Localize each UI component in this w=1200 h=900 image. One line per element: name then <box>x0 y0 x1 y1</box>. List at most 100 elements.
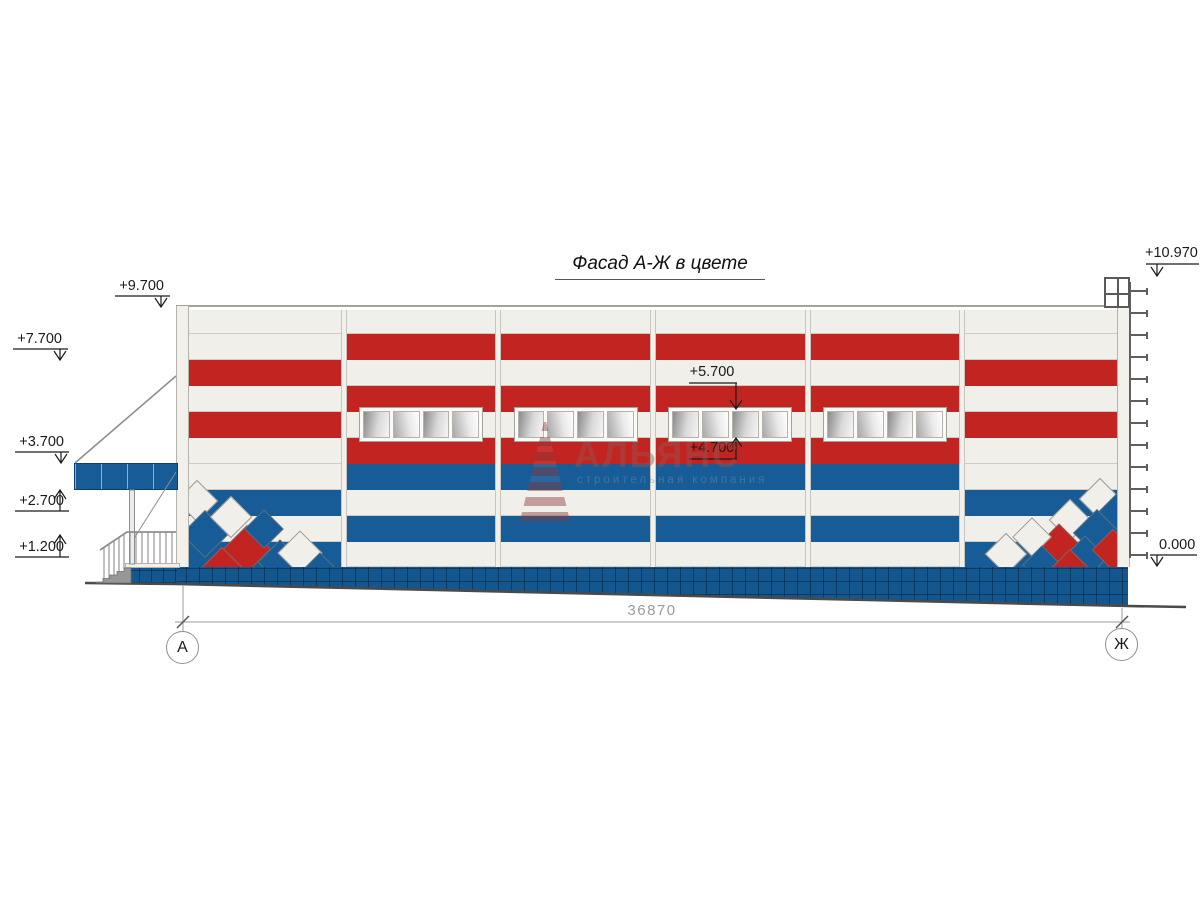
watermark-company-name: АЛЬЯНС <box>574 434 741 475</box>
window-pane <box>422 411 450 438</box>
facade-stripe-row <box>807 464 963 490</box>
ladder-rung <box>1130 554 1148 556</box>
facade-stripe-row <box>189 334 345 360</box>
facade-stripe-row <box>962 310 1118 334</box>
window-pane <box>547 411 575 438</box>
facade-stripe-row <box>962 412 1118 438</box>
facade-stripe-row <box>343 360 499 386</box>
panel-joint <box>650 310 656 567</box>
window <box>359 407 483 442</box>
ladder-rung <box>1130 422 1148 424</box>
facade-stripe-row <box>962 360 1118 386</box>
facade-stripe-row <box>343 490 499 516</box>
facade-stripe-row <box>653 516 809 542</box>
facade-stripe-row <box>807 360 963 386</box>
facade-stripe-row <box>498 386 654 412</box>
ladder-rung-bracket <box>1146 508 1148 515</box>
facade-stripe-row <box>653 310 809 334</box>
facade-stripe-row <box>807 542 963 567</box>
window-pane <box>392 411 420 438</box>
facade-stripe-row <box>653 542 809 567</box>
watermark: АЛЬЯНС строительная компания <box>510 412 770 527</box>
ladder-rung-bracket <box>1146 376 1148 383</box>
window-pane <box>731 411 759 438</box>
ladder-rung-bracket <box>1146 486 1148 493</box>
elevation-label-wall-band-left: +7.700 <box>17 331 62 347</box>
ladder-rung <box>1130 400 1148 402</box>
porch-plinth-tiles <box>127 568 177 583</box>
ladder-rung-bracket <box>1146 442 1148 449</box>
ladder-rung <box>1130 378 1148 380</box>
facade-stripe-row <box>807 516 963 542</box>
porch-landing-slab <box>125 563 180 568</box>
panel-joint <box>804 310 811 567</box>
facade-stripe-row <box>498 516 654 542</box>
elevation-label-ladder-top: +10.970 <box>1145 245 1198 261</box>
ladder-rung-bracket <box>1146 310 1148 317</box>
window-pane <box>856 411 884 438</box>
facade-stripe-row <box>343 438 499 464</box>
facade-stripe-row <box>653 490 809 516</box>
facade-stripe-row <box>189 310 345 334</box>
ladder-rail <box>1129 282 1131 558</box>
ladder-rung <box>1130 356 1148 358</box>
ladder-rung-bracket <box>1146 398 1148 405</box>
ladder-rung <box>1130 444 1148 446</box>
elevation-label-parapet-left: +9.700 <box>119 278 164 294</box>
facade-stripe-row <box>653 360 809 386</box>
roof-ladder-cage <box>1104 277 1130 308</box>
ladder-rung-bracket <box>1146 420 1148 427</box>
ladder-rung-bracket <box>1146 552 1148 559</box>
elevation-label-ground-level: 0.000 <box>1159 537 1196 553</box>
facade-stripe-row <box>498 464 654 490</box>
ladder-rung <box>1130 334 1148 336</box>
panel-joint <box>959 310 966 567</box>
axis-bubble-a: А <box>166 631 199 664</box>
facade-stripe-row <box>807 310 963 334</box>
ladder-rung <box>1130 510 1148 512</box>
window <box>823 407 947 442</box>
facade-stripe-row <box>653 334 809 360</box>
window-pane <box>672 411 700 438</box>
window-pane <box>577 411 604 438</box>
entrance-stairs <box>95 567 132 584</box>
facade-stripe-row <box>189 464 345 490</box>
canopy-strut <box>74 375 177 464</box>
ladder-rung <box>1130 466 1148 468</box>
entrance-canopy <box>74 463 178 490</box>
facade-stripe-row <box>498 438 654 464</box>
elevation-label-window-head: +5.700 <box>689 364 735 380</box>
canopy-post <box>129 489 135 565</box>
facade-stripe-row <box>962 438 1118 464</box>
window-pane <box>916 411 943 438</box>
window-pane <box>886 411 914 438</box>
ladder-rung-bracket <box>1146 288 1148 295</box>
facade-stripe-row <box>189 412 345 438</box>
facade-stripe-row <box>343 386 499 412</box>
facade-stripe-row <box>807 386 963 412</box>
corner-trim-left <box>176 306 189 567</box>
facade-stripe-row <box>962 386 1118 412</box>
facade-stripe-row <box>189 360 345 386</box>
facade-stripe-row <box>343 464 499 490</box>
dimension-total: 36870 <box>627 602 677 619</box>
window <box>513 407 638 442</box>
window-pane <box>606 411 634 438</box>
facade-stripe-row <box>343 516 499 542</box>
facade-stripe-row <box>498 490 654 516</box>
facade-stripe-row <box>807 490 963 516</box>
facade-stripe-row <box>807 334 963 360</box>
facade-stripe-row <box>498 542 654 567</box>
window-pane <box>702 411 729 438</box>
watermark-subtitle: строительная компания <box>577 474 768 486</box>
facade-stripe-row <box>498 360 654 386</box>
facade-stripe-row <box>189 438 345 464</box>
window-pane <box>517 411 545 438</box>
ladder-rung-bracket <box>1146 464 1148 471</box>
watermark-pyramid-logo-icon <box>520 417 570 521</box>
ladder-rung <box>1130 488 1148 490</box>
ladder-rung-bracket <box>1146 332 1148 339</box>
facade-stripe-row <box>343 334 499 360</box>
panel-joint <box>495 310 502 567</box>
